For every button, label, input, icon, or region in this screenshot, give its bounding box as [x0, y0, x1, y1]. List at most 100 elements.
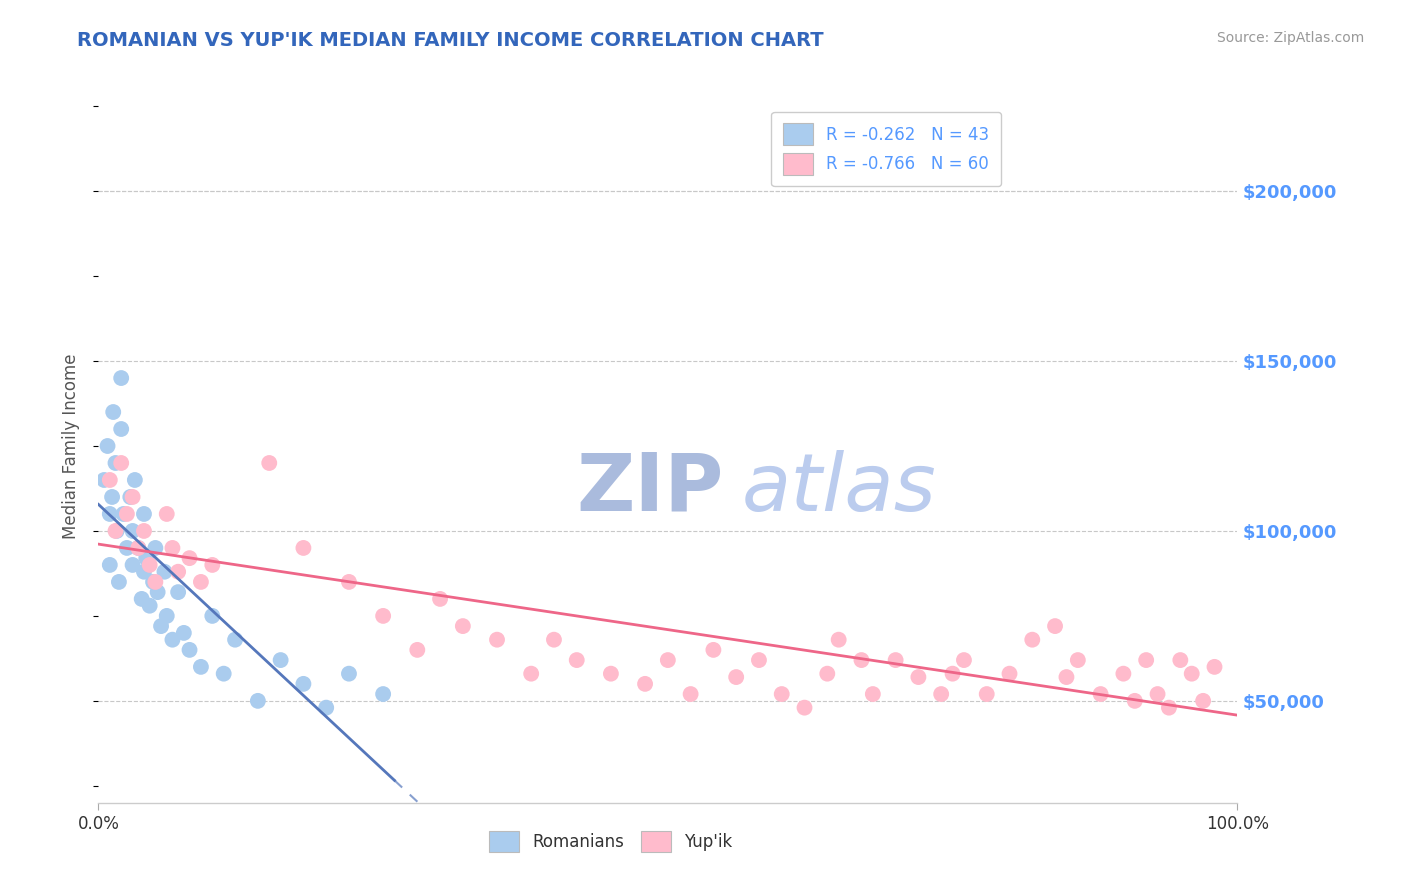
Point [93, 473, 115, 487]
Point [1054, 670, 1078, 684]
Point [110, 371, 132, 385]
Point [953, 653, 976, 667]
Point [1192, 694, 1215, 708]
Point [132, 565, 155, 579]
Point [127, 541, 149, 555]
Point [121, 490, 143, 504]
Point [108, 574, 131, 589]
Point [292, 677, 315, 691]
Point [110, 422, 132, 436]
Point [112, 507, 135, 521]
Point [600, 666, 623, 681]
Text: atlas: atlas [742, 450, 936, 528]
Point [337, 666, 360, 681]
Point [105, 524, 128, 538]
Point [1146, 687, 1168, 701]
Legend: Romanians, Yup'ik: Romanians, Yup'ik [482, 824, 740, 859]
Point [138, 599, 160, 613]
Point [828, 632, 851, 647]
Point [98, 558, 121, 572]
Point [1170, 653, 1192, 667]
Point [259, 456, 281, 470]
Point [270, 653, 292, 667]
Point [998, 666, 1021, 681]
Point [162, 632, 184, 647]
Point [101, 490, 124, 504]
Point [1123, 694, 1146, 708]
Point [190, 574, 212, 589]
Point [212, 666, 235, 681]
Point [121, 558, 143, 572]
Point [145, 574, 167, 589]
Point [634, 677, 657, 691]
Point [127, 541, 149, 555]
Point [173, 626, 195, 640]
Point [851, 653, 873, 667]
Point [315, 700, 337, 714]
Point [702, 643, 724, 657]
Point [104, 524, 127, 538]
Point [153, 565, 176, 579]
Point [565, 653, 588, 667]
Point [371, 608, 394, 623]
Point [862, 687, 884, 701]
Point [725, 670, 748, 684]
Point [132, 507, 155, 521]
Point [748, 653, 770, 667]
Point [1021, 632, 1043, 647]
Point [96, 439, 118, 453]
Point [104, 456, 127, 470]
Point [179, 551, 201, 566]
Point [1204, 660, 1226, 674]
Point [115, 507, 138, 521]
Point [120, 490, 142, 504]
Point [1157, 700, 1180, 714]
Point [167, 565, 190, 579]
Point [679, 687, 702, 701]
Point [150, 619, 173, 633]
Point [406, 643, 429, 657]
Point [131, 591, 153, 606]
Point [770, 687, 793, 701]
Text: ZIP: ZIP [576, 450, 724, 528]
Point [337, 574, 360, 589]
Point [190, 660, 212, 674]
Point [486, 632, 509, 647]
Text: Source: ZipAtlas.com: Source: ZipAtlas.com [1216, 31, 1364, 45]
Point [124, 473, 146, 487]
Point [156, 507, 179, 521]
Point [110, 456, 132, 470]
Point [371, 687, 394, 701]
Point [138, 558, 160, 572]
Point [429, 591, 451, 606]
Point [156, 608, 179, 623]
Point [1135, 653, 1157, 667]
Point [942, 666, 965, 681]
Point [657, 653, 679, 667]
Point [103, 405, 125, 419]
Point [135, 551, 157, 566]
Point [793, 700, 815, 714]
Point [201, 558, 224, 572]
Point [146, 585, 169, 599]
Point [246, 694, 269, 708]
Point [179, 643, 201, 657]
Point [1090, 687, 1112, 701]
Point [520, 666, 543, 681]
Point [815, 666, 838, 681]
Point [451, 619, 474, 633]
Point [162, 541, 184, 555]
Point [929, 687, 952, 701]
Point [98, 473, 121, 487]
Point [543, 632, 565, 647]
Point [98, 507, 121, 521]
Point [884, 653, 907, 667]
Point [142, 574, 165, 589]
Point [132, 524, 155, 538]
Point [907, 670, 929, 684]
Point [1112, 666, 1135, 681]
Y-axis label: Median Family Income: Median Family Income [62, 353, 80, 539]
Text: ROMANIAN VS YUP'IK MEDIAN FAMILY INCOME CORRELATION CHART: ROMANIAN VS YUP'IK MEDIAN FAMILY INCOME … [77, 31, 824, 50]
Point [167, 585, 190, 599]
Point [115, 541, 138, 555]
